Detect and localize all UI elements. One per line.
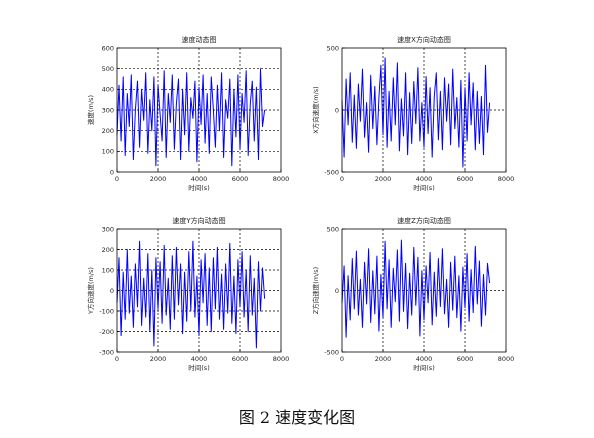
y-tick-label: 200 xyxy=(102,127,114,135)
y-tick-label: -300 xyxy=(99,348,114,356)
y-axis-label: Z方向速度(m/s) xyxy=(311,267,320,314)
x-tick-label: 0 xyxy=(115,175,119,183)
chart-panel-2: 0 2000 4000 6000 8000-5000500速度X方向动态图时间(s)X方… xyxy=(311,35,514,192)
x-tick-label: 4000 xyxy=(416,355,433,363)
y-tick-label: -100 xyxy=(99,307,114,315)
y-tick-label: -500 xyxy=(324,168,339,176)
chart-title: 速度Z方向动态图 xyxy=(397,216,451,225)
y-tick-label: 100 xyxy=(102,148,114,156)
x-axis-label: 时间(s) xyxy=(413,183,434,192)
y-tick-label: 500 xyxy=(102,65,114,73)
chart-title: 速度Y方向动态图 xyxy=(172,216,225,225)
figure-caption: 图 2 速度变化图 xyxy=(238,408,356,427)
series-line-1 xyxy=(116,68,266,167)
x-tick-label: 8000 xyxy=(273,355,290,363)
y-tick-label: 0 xyxy=(335,287,339,295)
y-tick-label: 500 xyxy=(327,44,339,52)
y-tick-label: 600 xyxy=(102,44,114,52)
y-tick-label: 0 xyxy=(110,287,114,295)
x-tick-label: 4000 xyxy=(191,355,208,363)
series-line-1 xyxy=(341,239,491,338)
x-tick-label: 6000 xyxy=(232,175,249,183)
x-tick-label: 8000 xyxy=(498,355,515,363)
x-axis-label: 时间(s) xyxy=(188,183,209,192)
series-line-1 xyxy=(116,240,266,349)
chart-panel-4: 0 2000 4000 6000 8000-5000500速度Z方向动态图时间(s)Z方… xyxy=(311,216,514,372)
y-axis-label: Y方向速度(m/s) xyxy=(86,267,95,315)
y-tick-label: -200 xyxy=(99,328,114,336)
y-axis-label: 速度(m/s) xyxy=(86,95,95,125)
y-tick-label: 0 xyxy=(335,106,339,114)
chart-title: 速度动态图 xyxy=(182,35,217,44)
x-tick-label: 4000 xyxy=(416,175,433,183)
x-axis-label: 时间(s) xyxy=(413,363,434,372)
x-tick-label: 2000 xyxy=(150,355,167,363)
x-tick-label: 2000 xyxy=(150,175,167,183)
x-tick-label: 6000 xyxy=(457,355,474,363)
chart-panel-1: 0 2000 4000 6000 8000 0 100 200 300 400 500 600 速度动态… xyxy=(86,35,289,192)
y-tick-label: 500 xyxy=(327,225,339,233)
x-axis-label: 时间(s) xyxy=(188,363,209,372)
series-line-1 xyxy=(341,57,491,168)
x-tick-label: 0 xyxy=(115,355,119,363)
x-tick-label: 6000 xyxy=(232,355,249,363)
y-tick-label: 0 xyxy=(110,168,114,176)
y-tick-label: 200 xyxy=(102,246,114,254)
chart-title: 速度X方向动态图 xyxy=(397,35,451,44)
y-axis-label: X方向速度(m/s) xyxy=(311,86,320,133)
y-tick-label: 300 xyxy=(102,106,114,114)
y-tick-label: -500 xyxy=(324,348,339,356)
x-tick-label: 2000 xyxy=(375,355,392,363)
x-tick-label: 4000 xyxy=(191,175,208,183)
y-tick-label: 400 xyxy=(102,86,114,94)
x-tick-label: 6000 xyxy=(457,175,474,183)
y-tick-label: 300 xyxy=(102,225,114,233)
x-tick-label: 2000 xyxy=(375,175,392,183)
x-tick-label: 8000 xyxy=(498,175,515,183)
x-tick-label: 0 xyxy=(340,355,344,363)
chart-panel-3: 0 2000 4000 6000 8000 -300 -200 -100 0 100 200 300 速… xyxy=(86,216,289,372)
x-tick-label: 0 xyxy=(340,175,344,183)
x-tick-label: 8000 xyxy=(273,175,290,183)
y-tick-label: 100 xyxy=(102,266,114,274)
